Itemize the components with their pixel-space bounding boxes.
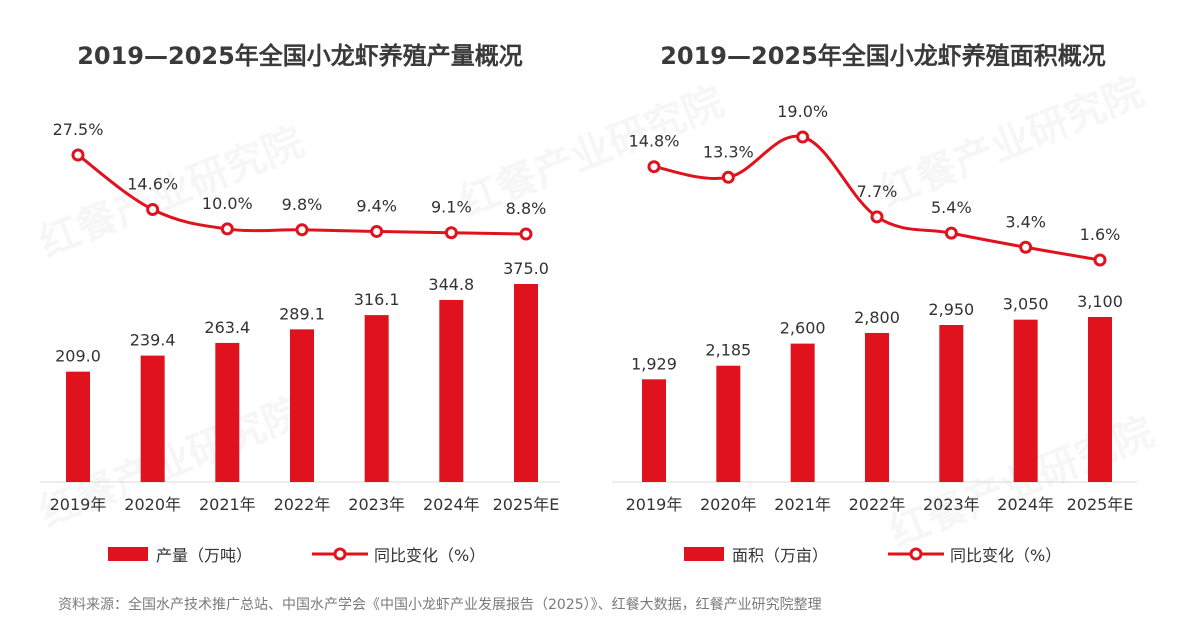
line-point xyxy=(220,222,234,236)
legend-item-line: 同比变化（%） xyxy=(888,542,1061,566)
x-tick-label: 2020年 xyxy=(124,495,181,514)
line-value-label: 13.3% xyxy=(703,142,754,161)
bar-value-label: 209.0 xyxy=(55,347,101,366)
line-point xyxy=(721,170,735,184)
line-value-label: 27.5% xyxy=(53,120,104,139)
bar xyxy=(514,284,538,482)
legend-label: 面积（万亩） xyxy=(732,546,829,565)
bar-value-label: 3,100 xyxy=(1077,292,1123,311)
bar xyxy=(716,365,741,482)
line-value-label: 9.1% xyxy=(431,198,472,217)
line-value-label: 5.4% xyxy=(931,198,972,217)
bar xyxy=(642,379,666,482)
bar xyxy=(66,371,90,482)
line-value-label: 10.0% xyxy=(202,194,253,213)
bar-value-label: 2,600 xyxy=(780,319,826,338)
legend-item-bar: 面积（万亩） xyxy=(684,542,828,566)
x-tick-label: 2024年 xyxy=(997,495,1054,514)
bar-value-label: 3,050 xyxy=(1003,295,1049,314)
x-tick-label: 2024年 xyxy=(423,495,480,514)
line-value-label: 7.7% xyxy=(857,182,898,201)
bar xyxy=(865,332,889,482)
line-point xyxy=(944,226,958,240)
line-value-label: 1.6% xyxy=(1080,225,1121,244)
bar xyxy=(1013,319,1038,482)
legend-label: 同比变化（%） xyxy=(374,546,486,565)
area-chart: 1,929 2,185 2,600 2,800 2,950 3,050 3,100 2019年… xyxy=(612,102,1137,514)
bar-value-label: 344.8 xyxy=(428,275,474,294)
x-tick-label: 2022年 xyxy=(274,495,331,514)
bar xyxy=(439,299,464,482)
legend-bar-swatch xyxy=(108,547,148,561)
x-tick-label: 2021年 xyxy=(774,495,831,514)
line-value-label: 19.0% xyxy=(777,102,828,121)
line-value-label: 3.4% xyxy=(1005,212,1046,231)
bar-value-label: 2,800 xyxy=(854,308,900,327)
legend-line-swatch xyxy=(888,547,945,561)
bar xyxy=(290,329,314,482)
chart-title-area: 2019—2025年全国小龙虾养殖面积概况 xyxy=(660,42,1106,70)
bar-value-label: 2,950 xyxy=(928,300,974,319)
x-tick-label: 2022年 xyxy=(849,495,906,514)
chart-title-production: 2019—2025年全国小龙虾养殖产量概况 xyxy=(77,42,523,70)
x-tick-label: 2023年 xyxy=(923,495,980,514)
legend-line-swatch xyxy=(312,547,369,561)
legend-label: 产量（万吨） xyxy=(156,546,253,565)
line-point xyxy=(295,223,309,237)
line-value-label: 8.8% xyxy=(506,199,547,218)
source-note: 资料来源：全国水产技术推广总站、中国水产学会《中国小龙虾产业发展报告（2025）… xyxy=(58,597,822,613)
line-point xyxy=(1019,240,1033,254)
bar xyxy=(140,355,165,482)
bar-value-label: 239.4 xyxy=(130,331,176,350)
bar-value-label: 263.4 xyxy=(204,318,250,337)
line-point xyxy=(870,210,884,224)
bar xyxy=(364,315,389,482)
line-point xyxy=(146,202,160,216)
line-point xyxy=(444,226,458,240)
x-tick-label: 2025年E xyxy=(493,495,560,514)
line-value-label: 14.6% xyxy=(127,174,178,193)
legend-label: 同比变化（%） xyxy=(950,546,1062,565)
line-point xyxy=(1093,253,1107,267)
x-tick-label: 2019年 xyxy=(626,495,683,514)
line-point xyxy=(370,224,384,238)
bar-value-label: 2,185 xyxy=(705,341,751,360)
x-tick-label: 2019年 xyxy=(50,495,107,514)
bar-value-label: 316.1 xyxy=(354,290,400,309)
line-value-label: 9.8% xyxy=(282,195,323,214)
bar-value-label: 289.1 xyxy=(279,304,325,323)
x-tick-label: 2025年E xyxy=(1067,495,1134,514)
bar xyxy=(939,324,964,482)
bar-value-label: 375.0 xyxy=(503,259,549,278)
production-chart: 209.0 239.4 263.4 289.1 316.1 344.8 375.0 2019年… xyxy=(40,120,560,514)
legend-bar-swatch xyxy=(684,547,724,561)
line-value-label: 14.8% xyxy=(629,132,680,151)
legend-area: 面积（万亩） 同比变化（%） xyxy=(684,542,1121,566)
line-point xyxy=(519,227,533,241)
x-tick-label: 2023年 xyxy=(348,495,405,514)
legend-production: 产量（万吨） 同比变化（%） xyxy=(108,542,545,566)
x-tick-label: 2021年 xyxy=(199,495,256,514)
legend-item-bar: 产量（万吨） xyxy=(108,542,252,566)
x-tick-label: 2020年 xyxy=(700,495,757,514)
line-point xyxy=(71,148,85,162)
bar-value-label: 1,929 xyxy=(631,354,677,373)
line-value-label: 9.4% xyxy=(356,196,397,215)
legend-item-line: 同比变化（%） xyxy=(312,542,485,566)
line-point xyxy=(647,160,661,174)
bar xyxy=(1088,317,1112,482)
bar xyxy=(215,342,240,482)
bar xyxy=(790,343,815,482)
line-point xyxy=(796,130,810,144)
